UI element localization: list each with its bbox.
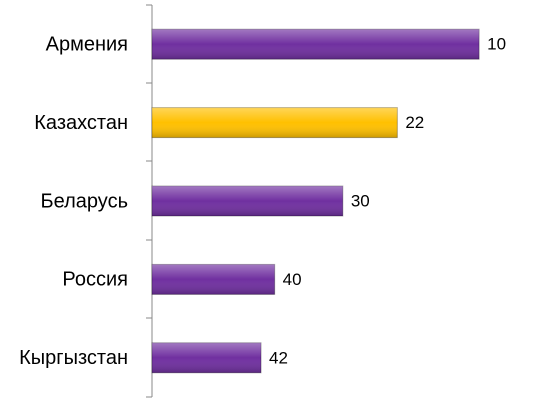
value-label: 40 [283, 270, 302, 289]
bar-shade [152, 264, 275, 295]
value-label: 22 [405, 113, 424, 132]
value-label: 10 [487, 35, 506, 54]
y-tick-label: Россия [62, 269, 128, 291]
bar-shade [152, 29, 480, 60]
y-tick-label: Беларусь [41, 190, 128, 212]
y-tick-label: Армения [46, 33, 128, 55]
axis [146, 4, 153, 398]
bar-shade [152, 107, 398, 138]
y-tick-label: Казахстан [34, 112, 128, 134]
value-label: 42 [269, 348, 288, 367]
value-label: 30 [351, 191, 370, 210]
bar-shade [152, 342, 262, 373]
bar-shade [152, 186, 343, 216]
y-tick-label: Кыргызстан [19, 347, 128, 369]
